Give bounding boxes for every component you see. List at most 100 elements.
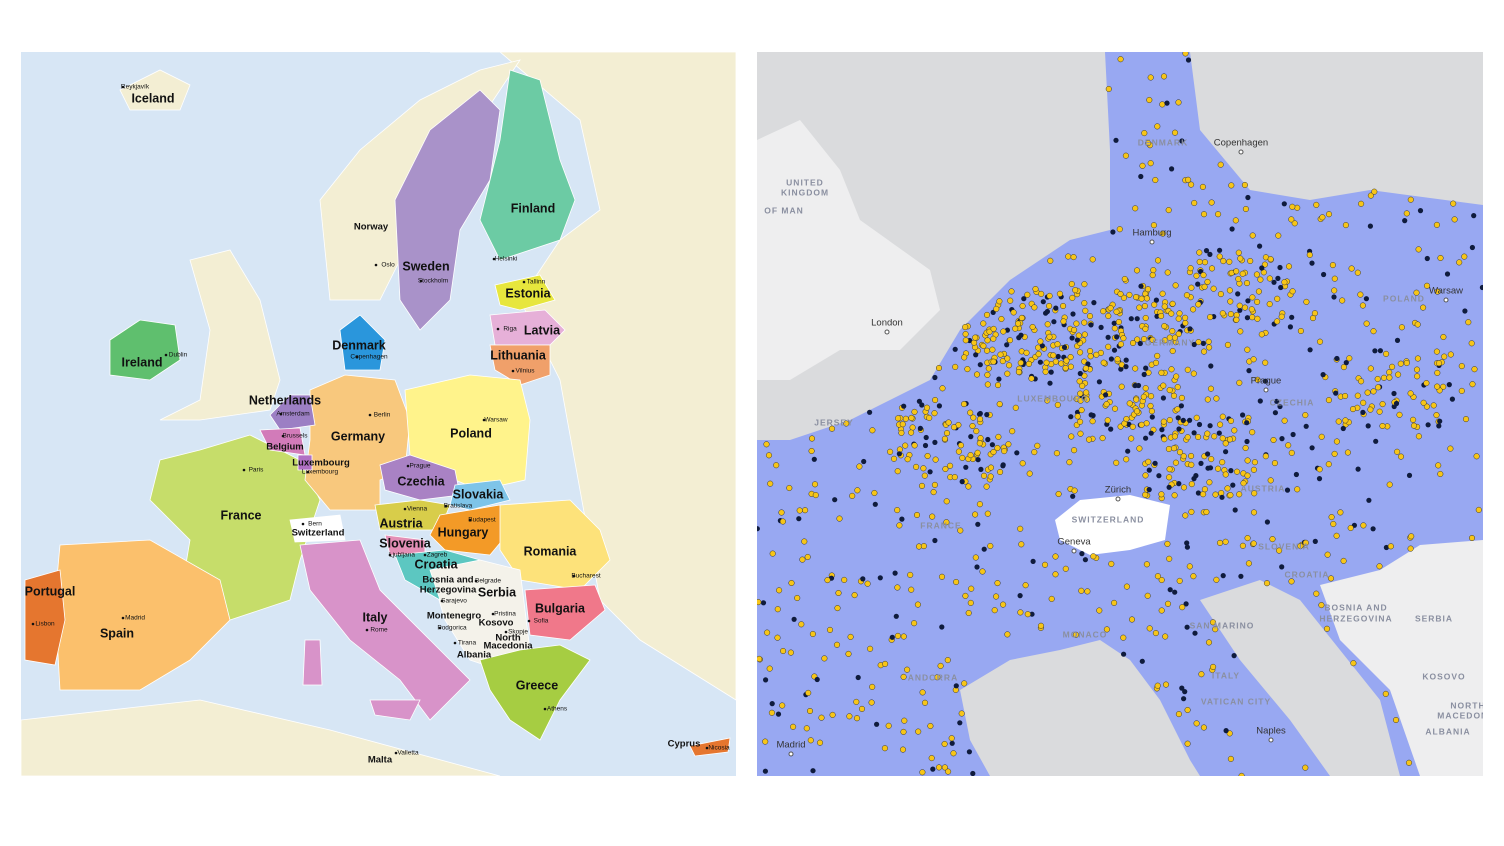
city-dot bbox=[1115, 496, 1121, 502]
station-dot bbox=[894, 507, 901, 514]
station-dot bbox=[997, 351, 1004, 358]
city-dot bbox=[164, 353, 168, 357]
station-dot bbox=[1318, 433, 1325, 440]
station-dot bbox=[1138, 173, 1144, 180]
station-dot bbox=[1222, 538, 1229, 545]
station-dot bbox=[1441, 353, 1448, 360]
country-label: Norway bbox=[354, 222, 389, 233]
station-dot bbox=[1331, 275, 1338, 282]
station-dot bbox=[1192, 630, 1198, 636]
city-dot bbox=[884, 329, 890, 335]
station-dot bbox=[1290, 431, 1296, 438]
station-dot bbox=[1214, 465, 1222, 472]
city-dot bbox=[438, 626, 442, 630]
station-dot bbox=[1037, 338, 1044, 345]
station-dot bbox=[1121, 651, 1127, 657]
station-dot bbox=[1162, 633, 1169, 640]
station-dot bbox=[1262, 359, 1269, 366]
station-dot bbox=[1275, 275, 1281, 281]
city-label: Geneva bbox=[1057, 537, 1091, 548]
station-dot bbox=[1223, 728, 1229, 734]
station-dot bbox=[1128, 616, 1136, 623]
station-dot bbox=[1293, 471, 1299, 478]
station-dot bbox=[1182, 689, 1188, 695]
station-dot bbox=[984, 371, 991, 378]
station-dot bbox=[1231, 427, 1238, 434]
station-dot bbox=[1320, 372, 1326, 378]
station-dot bbox=[1208, 456, 1215, 463]
station-dot bbox=[1176, 426, 1182, 432]
station-dot bbox=[1168, 366, 1175, 373]
station-dot bbox=[1077, 349, 1084, 356]
station-dot bbox=[941, 764, 948, 771]
country-label: UNITED bbox=[786, 177, 824, 187]
station-dot bbox=[1456, 259, 1463, 266]
station-dot bbox=[972, 334, 979, 341]
station-dot bbox=[1038, 290, 1045, 297]
station-dot bbox=[1074, 413, 1081, 420]
station-dot bbox=[1437, 418, 1443, 424]
station-dot bbox=[922, 442, 929, 449]
country-label: CZECHIA bbox=[1270, 397, 1315, 407]
city-dot bbox=[281, 434, 285, 438]
station-dot bbox=[1077, 390, 1084, 397]
station-dot bbox=[990, 325, 997, 332]
city-label: London bbox=[871, 318, 903, 329]
station-dot bbox=[916, 398, 923, 404]
station-dot bbox=[1187, 265, 1194, 272]
station-dot bbox=[1253, 271, 1260, 278]
station-dot bbox=[985, 436, 991, 443]
station-dot bbox=[901, 717, 908, 724]
station-dot bbox=[1017, 359, 1024, 366]
station-dot bbox=[1069, 335, 1075, 341]
city-label: Helsinki bbox=[495, 256, 518, 263]
station-dot bbox=[968, 585, 975, 592]
station-dot bbox=[1069, 294, 1076, 301]
station-dot bbox=[843, 420, 850, 427]
station-dot bbox=[1191, 476, 1197, 482]
country bbox=[109, 319, 181, 381]
station-dot bbox=[1367, 192, 1374, 199]
country-label: Bulgaria bbox=[535, 601, 586, 615]
station-dot bbox=[1187, 417, 1193, 423]
station-dot bbox=[1360, 399, 1367, 406]
station-dot bbox=[1207, 465, 1214, 471]
station-dot bbox=[1143, 295, 1150, 302]
city-dot bbox=[31, 622, 35, 626]
station-dot bbox=[1228, 468, 1234, 474]
station-dot bbox=[1249, 294, 1256, 301]
station-dot bbox=[860, 576, 866, 582]
station-dot bbox=[1207, 251, 1213, 257]
station-dot bbox=[1227, 492, 1234, 499]
non-eu-land bbox=[1055, 495, 1170, 555]
station-dot bbox=[1146, 96, 1153, 104]
country-label: Switzerland bbox=[292, 528, 345, 539]
sea bbox=[1240, 52, 1483, 190]
station-dot bbox=[1302, 412, 1309, 419]
station-dot bbox=[1203, 508, 1210, 516]
station-dot bbox=[1379, 401, 1386, 408]
city-label: Reykjavík bbox=[121, 84, 150, 91]
station-dot bbox=[1176, 577, 1183, 584]
city-label: Tallinn bbox=[527, 279, 546, 286]
station-dot bbox=[1281, 417, 1288, 424]
station-dot bbox=[893, 613, 899, 619]
station-dot bbox=[1086, 313, 1094, 320]
station-dot bbox=[1232, 217, 1239, 224]
country-label: Estonia bbox=[505, 286, 551, 300]
station-dot bbox=[911, 442, 918, 449]
station-dot bbox=[1200, 724, 1207, 731]
station-dot bbox=[1044, 321, 1051, 328]
station-dot bbox=[1103, 392, 1109, 398]
station-dot bbox=[1018, 314, 1025, 321]
station-dot bbox=[1173, 373, 1180, 380]
station-dot bbox=[796, 507, 803, 514]
station-dot bbox=[1451, 216, 1458, 223]
station-dot bbox=[972, 511, 979, 518]
station-dot bbox=[1285, 263, 1293, 270]
city-label: Bratislava bbox=[444, 503, 473, 510]
station-dot bbox=[1219, 494, 1225, 500]
station-dot bbox=[990, 448, 997, 456]
station-dot bbox=[1349, 406, 1357, 413]
station-dot bbox=[1244, 420, 1250, 426]
